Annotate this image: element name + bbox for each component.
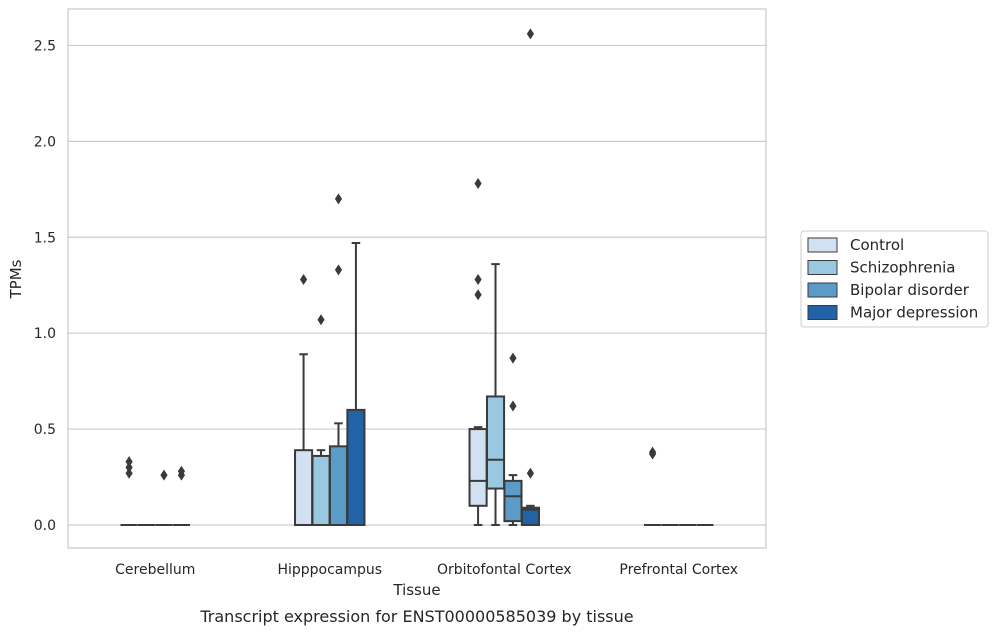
- outlier-point: [125, 461, 133, 473]
- x-tick-label: Orbitofontal Cortex: [437, 562, 572, 578]
- y-tick-label: 1.0: [34, 326, 56, 342]
- outlier-point: [509, 352, 517, 364]
- legend-swatch: [807, 282, 838, 298]
- y-tick-label: 0.0: [34, 518, 56, 534]
- y-tick-label: 0.5: [34, 422, 56, 438]
- box-iqr: [294, 449, 314, 526]
- outlier-point: [474, 273, 482, 285]
- legend-label: Major depression: [850, 304, 978, 322]
- box-schizophrenia: [311, 314, 331, 526]
- legend-label: Schizophrenia: [850, 259, 955, 277]
- x-tick-label: Prefrontal Cortex: [619, 562, 738, 578]
- x-tick-label: Cerebellum: [115, 562, 195, 578]
- box-layer: [120, 28, 714, 526]
- y-tick-labels: 0.0 0.5 1.0 1.5 2.0 2.5: [34, 38, 56, 534]
- gridlines: [68, 44, 766, 526]
- outlier-point: [526, 28, 535, 40]
- legend-swatch: [807, 260, 838, 275]
- box-iqr: [346, 408, 366, 526]
- box-bipolar-disorder: [503, 352, 523, 526]
- box-iqr: [485, 395, 506, 490]
- outlier-point: [648, 446, 657, 458]
- box-iqr: [311, 454, 331, 526]
- plot-frame: [67, 8, 767, 549]
- box-iqr: [520, 506, 540, 526]
- legend-item: Control: [807, 236, 904, 254]
- y-axis-label: TPMs: [7, 259, 25, 299]
- outlier-point: [177, 465, 186, 477]
- legend-label: Bipolar disorder: [850, 281, 970, 299]
- box-iqr: [503, 479, 523, 523]
- box-control: [120, 456, 138, 526]
- outlier-point: [160, 469, 168, 481]
- box-control: [294, 273, 314, 526]
- box-major-depression: [172, 465, 190, 526]
- x-axis-label: Tissue: [392, 581, 440, 599]
- box-major-depression: [346, 242, 366, 526]
- legend-items: Control Schizophrenia Bipolar disorder Majo…: [807, 236, 978, 322]
- legend-item: Schizophrenia: [807, 259, 955, 277]
- box-schizophrenia: [485, 263, 506, 526]
- box-bipolar-disorder: [155, 469, 173, 526]
- legend-frame: [800, 230, 989, 328]
- outlier-point: [299, 273, 308, 285]
- legend-label: Control: [850, 236, 904, 254]
- y-tick-label: 2.5: [34, 38, 56, 54]
- legend-item: Bipolar disorder: [807, 281, 970, 299]
- y-tick-label: 1.5: [34, 230, 56, 246]
- legend: Control Schizophrenia Bipolar disorder Majo…: [800, 230, 989, 328]
- outlier-point: [474, 289, 482, 301]
- outlier-point: [125, 467, 133, 479]
- outlier-point: [474, 178, 482, 190]
- outlier-point: [334, 264, 343, 276]
- legend-swatch: [807, 237, 838, 253]
- outlier-point: [334, 193, 343, 205]
- outlier-point: [125, 456, 133, 468]
- legend-swatch: [807, 305, 838, 320]
- y-tick-label: 2.0: [34, 134, 56, 150]
- box-control: [644, 446, 662, 526]
- box-bipolar-disorder: [328, 193, 349, 526]
- chart-caption: Transcript expression for ENST0000058503…: [199, 607, 633, 626]
- box-iqr: [328, 445, 349, 526]
- box-control: [468, 178, 488, 526]
- outlier-point: [317, 314, 325, 326]
- x-tick-label: Hipppocampus: [277, 562, 382, 578]
- outlier-point: [509, 400, 517, 412]
- legend-item: Major depression: [807, 304, 978, 322]
- outlier-point: [526, 467, 535, 479]
- box-iqr: [468, 428, 488, 507]
- box-major-depression: [520, 28, 540, 526]
- x-tick-labels: Cerebellum Hipppocampus Orbitofontal Corte…: [115, 562, 738, 578]
